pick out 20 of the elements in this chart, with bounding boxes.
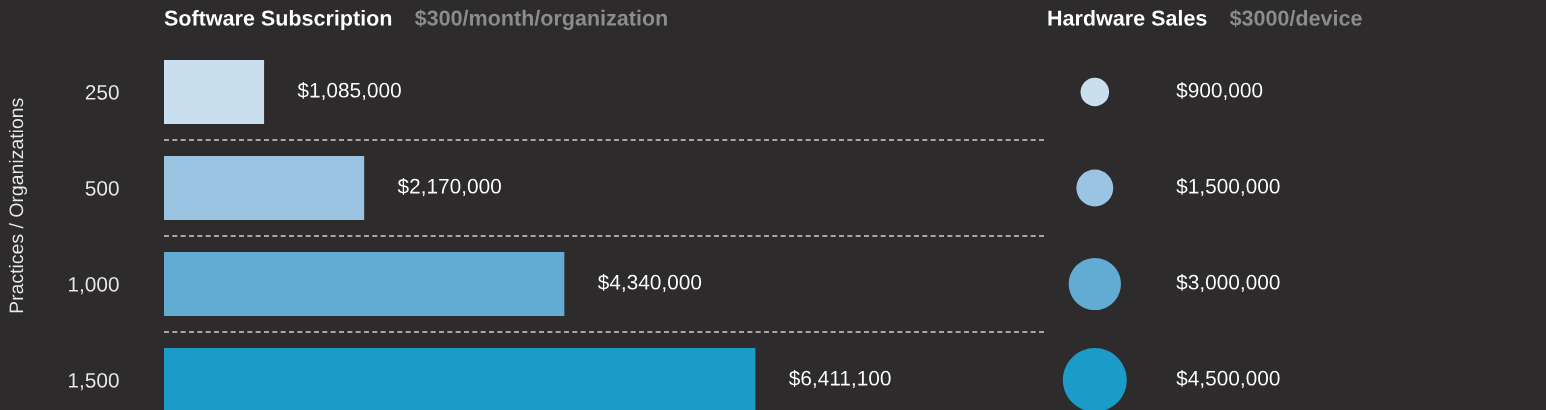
chart-title: Software Subscription <box>164 9 392 30</box>
data-label: $1,085,000 <box>297 81 401 101</box>
y-tick-label: 1,500 <box>69 373 119 391</box>
bar <box>164 251 565 317</box>
data-label: $3,000,000 <box>1176 273 1280 293</box>
data-label: $6,411,100 <box>788 369 891 389</box>
y-axis-title: Practices / Organizations <box>8 98 28 313</box>
bar <box>164 59 265 125</box>
y-tick-label: 1,000 <box>69 277 119 295</box>
text: $3000/device <box>1229 9 1362 28</box>
bar <box>164 155 365 221</box>
y-tick-label: 250 <box>85 85 119 100</box>
data-label: $2,170,000 <box>397 177 501 197</box>
data-label: $4,500,000 <box>1176 369 1280 389</box>
data-label: $1,500,000 <box>1176 177 1280 197</box>
data-label: $4,340,000 <box>597 273 702 293</box>
text: Hardware Sales <box>1048 9 1207 26</box>
data-label: $900,000 <box>1176 81 1263 101</box>
y-tick-label: 500 <box>85 181 119 196</box>
chart-subtitle: $300/month/organization <box>414 9 667 30</box>
